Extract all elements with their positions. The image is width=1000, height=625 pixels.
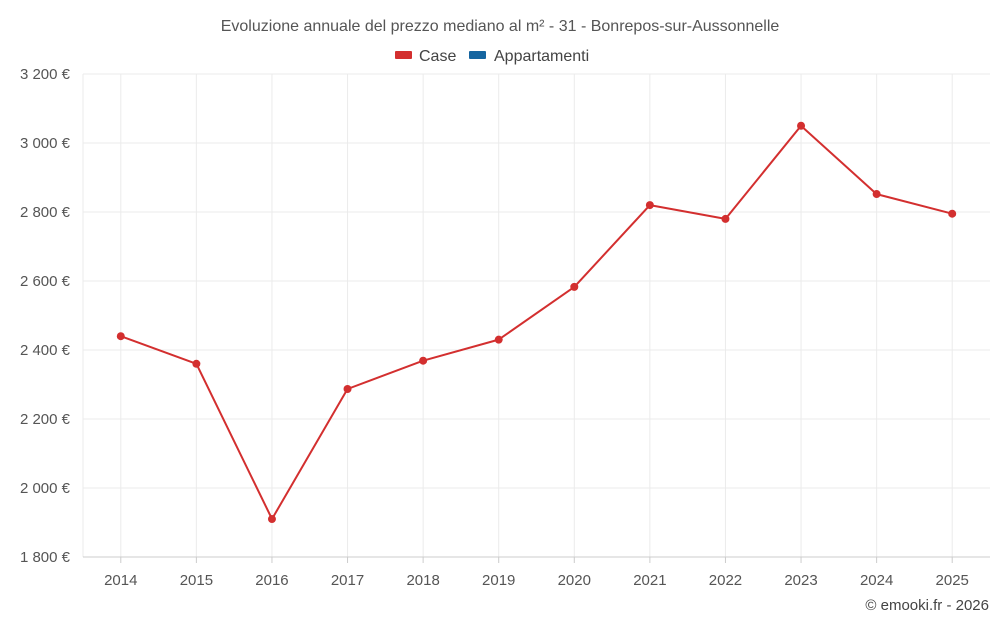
y-tick-label: 3 000 €	[20, 135, 71, 152]
x-tick-label: 2022	[709, 572, 742, 589]
data-point-case-2019[interactable]	[494, 335, 503, 344]
x-tick-label: 2024	[860, 572, 893, 589]
data-point-case-2021[interactable]	[645, 201, 654, 210]
legend-swatch-case	[395, 51, 412, 59]
data-point-case-2014[interactable]	[116, 332, 125, 341]
x-tick-label: 2021	[633, 572, 666, 589]
data-point-case-2023[interactable]	[797, 121, 806, 130]
data-point-case-2017[interactable]	[343, 384, 352, 393]
series-case	[116, 121, 957, 524]
x-tick-label: 2014	[104, 572, 137, 589]
x-tick-label: 2025	[936, 572, 969, 589]
x-tick-label: 2015	[180, 572, 213, 589]
legend-label-case: Case	[419, 48, 456, 65]
y-tick-label: 2 000 €	[20, 480, 71, 497]
data-point-case-2020[interactable]	[570, 282, 579, 291]
x-tick-label: 2018	[406, 572, 439, 589]
y-tick-label: 2 600 €	[20, 273, 71, 290]
data-point-case-2022[interactable]	[721, 214, 730, 223]
x-tick-label: 2020	[558, 572, 591, 589]
data-point-case-2016[interactable]	[267, 515, 276, 524]
data-point-case-2025[interactable]	[948, 209, 957, 218]
x-axis: 2014 2015 2016 2017 2018 2019 2020 2021 2022 2023…	[83, 556, 990, 589]
legend: Case Appartamenti	[395, 48, 589, 65]
x-tick-label: 2017	[331, 572, 364, 589]
y-axis: 1 800 € 2 000 € 2 200 € 2 400 € 2 600 € 2 800…	[20, 66, 84, 566]
series-line-case	[120, 124, 953, 520]
grid	[83, 73, 990, 557]
y-tick-label: 2 800 €	[20, 204, 71, 221]
y-tick-label: 3 200 €	[20, 66, 71, 83]
legend-label-appartamenti: Appartamenti	[494, 48, 589, 65]
y-tick-label: 2 200 €	[20, 411, 71, 428]
credit-text: © emooki.fr - 2026	[865, 597, 989, 614]
legend-item-appartamenti[interactable]: Appartamenti	[469, 48, 589, 65]
y-tick-label: 1 800 €	[20, 549, 71, 566]
data-point-case-2024[interactable]	[872, 190, 881, 199]
x-tick-label: 2019	[482, 572, 515, 589]
y-tick-label: 2 400 €	[20, 342, 71, 359]
x-tick-label: 2016	[255, 572, 288, 589]
data-point-case-2018[interactable]	[419, 356, 428, 365]
data-point-case-2015[interactable]	[192, 359, 201, 368]
legend-item-case[interactable]: Case	[395, 48, 456, 65]
chart-title: Evoluzione annuale del prezzo mediano al…	[221, 18, 780, 35]
x-tick-label: 2023	[784, 572, 817, 589]
legend-swatch-appartamenti	[469, 51, 486, 59]
